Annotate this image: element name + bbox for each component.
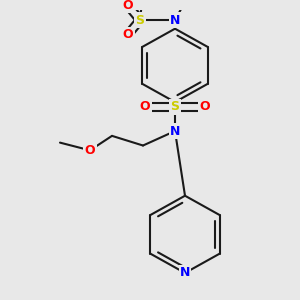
- Text: O: O: [140, 100, 150, 113]
- Text: S: S: [136, 14, 145, 26]
- Text: N: N: [180, 266, 190, 280]
- Text: O: O: [123, 28, 133, 41]
- Text: O: O: [200, 100, 210, 113]
- Text: S: S: [170, 100, 179, 113]
- Text: O: O: [85, 144, 95, 157]
- Text: N: N: [170, 14, 180, 26]
- Text: O: O: [123, 0, 133, 12]
- Text: N: N: [170, 124, 180, 137]
